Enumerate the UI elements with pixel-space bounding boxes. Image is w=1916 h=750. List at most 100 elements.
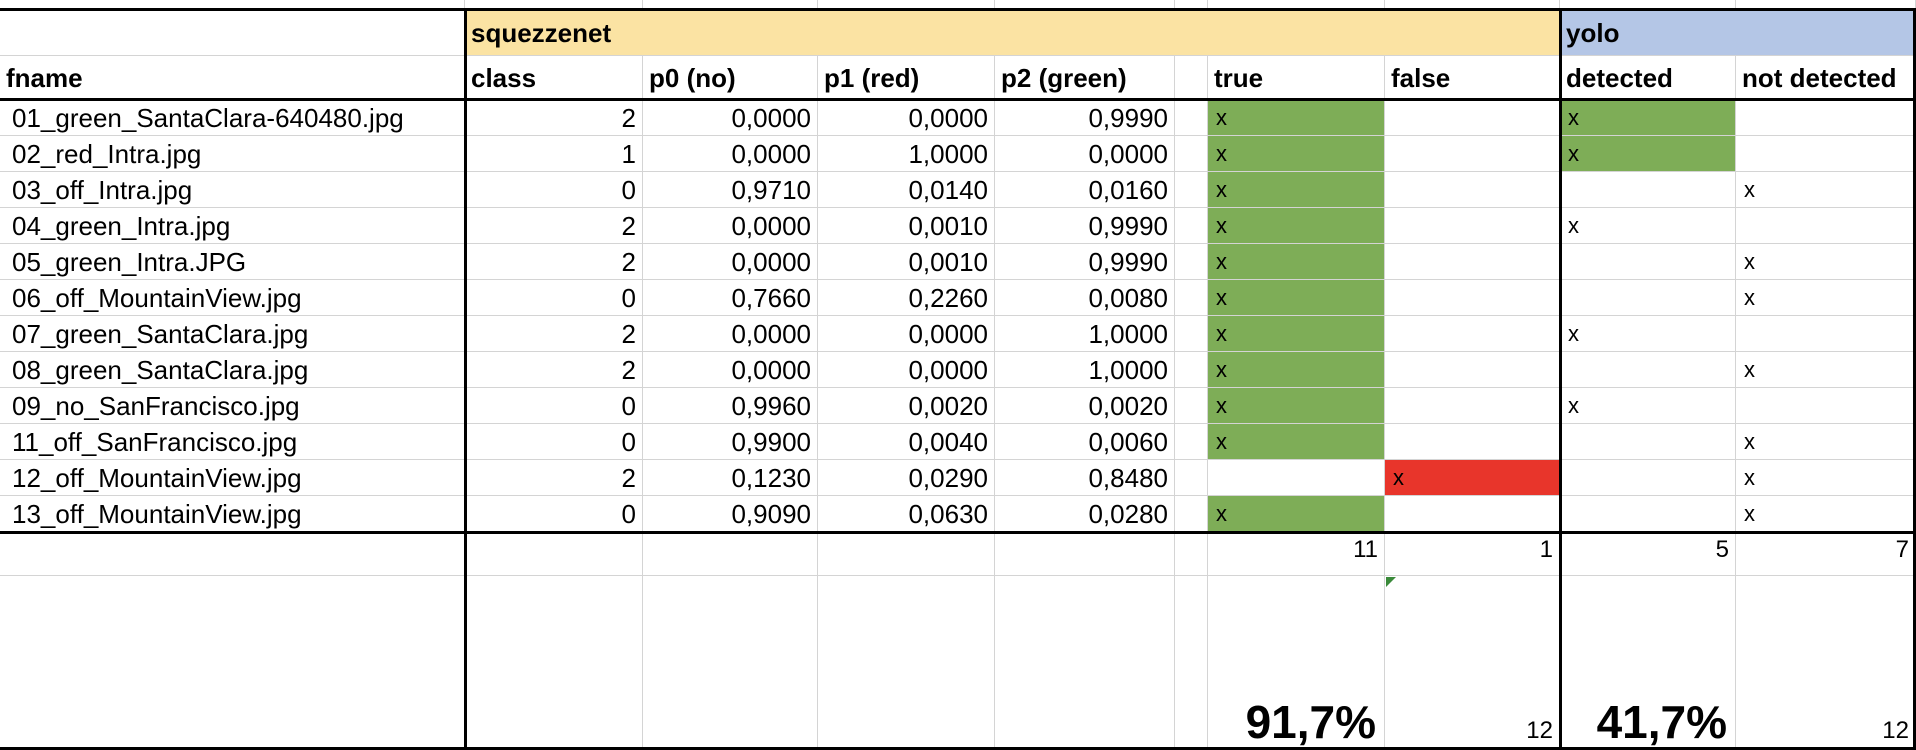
cell-detected[interactable]: [1560, 496, 1736, 532]
cell-p0[interactable]: 0,0000: [643, 136, 818, 172]
cell-p2[interactable]: 0,0060: [995, 424, 1175, 460]
cell-not-detected[interactable]: x: [1736, 280, 1916, 316]
cell-p1[interactable]: 0,0000: [818, 316, 995, 352]
cell-p0[interactable]: 0,7660: [643, 280, 818, 316]
cell-class[interactable]: 0: [465, 172, 643, 208]
cell-detected[interactable]: x: [1560, 100, 1736, 136]
cell-detected[interactable]: [1560, 280, 1736, 316]
cell-class[interactable]: 0: [465, 388, 643, 424]
cell-true[interactable]: x: [1208, 136, 1385, 172]
cell-fname[interactable]: 06_off_MountainView.jpg: [0, 280, 465, 316]
cell-class[interactable]: 0: [465, 280, 643, 316]
total-not-detected[interactable]: 7: [1736, 532, 1916, 576]
blank-cell[interactable]: [1175, 424, 1208, 460]
cell-false[interactable]: [1385, 424, 1560, 460]
cell-class[interactable]: 2: [465, 208, 643, 244]
cell-not-detected[interactable]: x: [1736, 172, 1916, 208]
squeezenet-total[interactable]: 12: [1385, 576, 1560, 750]
cell-true[interactable]: x: [1208, 100, 1385, 136]
total-detected[interactable]: 5: [1560, 532, 1736, 576]
cell-class[interactable]: 2: [465, 352, 643, 388]
blank-cell[interactable]: [1175, 532, 1208, 576]
cell-p2[interactable]: 0,0160: [995, 172, 1175, 208]
cell-fname[interactable]: 04_green_Intra.jpg: [0, 208, 465, 244]
blank-cell[interactable]: [995, 532, 1175, 576]
cell-false[interactable]: [1385, 280, 1560, 316]
header-p2[interactable]: p2 (green): [995, 56, 1175, 100]
blank-cell[interactable]: [1175, 352, 1208, 388]
cell-p2[interactable]: 0,9990: [995, 244, 1175, 280]
blank-cell[interactable]: [0, 532, 465, 576]
cell-class[interactable]: 0: [465, 496, 643, 532]
cell-fname[interactable]: 07_green_SantaClara.jpg: [0, 316, 465, 352]
blank-cell[interactable]: [643, 532, 818, 576]
cell-not-detected[interactable]: [1736, 208, 1916, 244]
cell-fname[interactable]: 05_green_Intra.JPG: [0, 244, 465, 280]
blank-cell[interactable]: [1175, 100, 1208, 136]
cell-detected[interactable]: x: [1560, 316, 1736, 352]
header-fname[interactable]: fname: [0, 56, 465, 100]
blank-cell[interactable]: [1175, 496, 1208, 532]
cell-p2[interactable]: 0,0020: [995, 388, 1175, 424]
cell-false[interactable]: [1385, 100, 1560, 136]
cell-true[interactable]: x: [1208, 496, 1385, 532]
cell-p2[interactable]: 1,0000: [995, 352, 1175, 388]
cell-not-detected[interactable]: x: [1736, 352, 1916, 388]
cell-not-detected[interactable]: [1736, 388, 1916, 424]
cell-not-detected[interactable]: [1736, 136, 1916, 172]
blank-cell[interactable]: [1175, 136, 1208, 172]
blank-cell[interactable]: [1175, 316, 1208, 352]
cell-p1[interactable]: 0,0000: [818, 100, 995, 136]
cell-detected[interactable]: [1560, 244, 1736, 280]
cell-false[interactable]: [1385, 352, 1560, 388]
cell-not-detected[interactable]: [1736, 316, 1916, 352]
total-true[interactable]: 11: [1208, 532, 1385, 576]
cell-not-detected[interactable]: x: [1736, 244, 1916, 280]
cell-detected[interactable]: x: [1560, 136, 1736, 172]
cell-p1[interactable]: 0,0010: [818, 208, 995, 244]
cell-false[interactable]: [1385, 316, 1560, 352]
header-p1[interactable]: p1 (red): [818, 56, 995, 100]
header-p0[interactable]: p0 (no): [643, 56, 818, 100]
blank-cell[interactable]: [1175, 388, 1208, 424]
header-not-detected[interactable]: not detected: [1736, 56, 1916, 100]
cell-p2[interactable]: 0,0080: [995, 280, 1175, 316]
cell-not-detected[interactable]: x: [1736, 460, 1916, 496]
comment-indicator-icon[interactable]: [1386, 577, 1396, 587]
cell-not-detected[interactable]: x: [1736, 424, 1916, 460]
cell-true[interactable]: x: [1208, 316, 1385, 352]
cell-true[interactable]: x: [1208, 280, 1385, 316]
cell-detected[interactable]: [1560, 172, 1736, 208]
cell-fname[interactable]: 02_red_Intra.jpg: [0, 136, 465, 172]
blank-cell[interactable]: [465, 576, 643, 750]
cell-false[interactable]: x: [1385, 460, 1560, 496]
blank-cell[interactable]: [1175, 244, 1208, 280]
blank-cell[interactable]: [0, 10, 465, 56]
cell-p0[interactable]: 0,9900: [643, 424, 818, 460]
cell-p1[interactable]: 0,0290: [818, 460, 995, 496]
header-class[interactable]: class: [465, 56, 643, 100]
blank-cell[interactable]: [1175, 172, 1208, 208]
cell-detected[interactable]: [1560, 424, 1736, 460]
cell-true[interactable]: x: [1208, 388, 1385, 424]
cell-false[interactable]: [1385, 496, 1560, 532]
blank-cell[interactable]: [1175, 576, 1208, 750]
cell-p0[interactable]: 0,0000: [643, 244, 818, 280]
cell-p0[interactable]: 0,9710: [643, 172, 818, 208]
squeezenet-group-header[interactable]: squezzenet: [465, 10, 1560, 56]
yolo-group-header[interactable]: yolo: [1560, 10, 1916, 56]
cell-p2[interactable]: 0,9990: [995, 208, 1175, 244]
cell-fname[interactable]: 01_green_SantaClara-640480.jpg: [0, 100, 465, 136]
blank-cell[interactable]: [1175, 280, 1208, 316]
cell-p2[interactable]: 0,8480: [995, 460, 1175, 496]
yolo-total[interactable]: 12: [1736, 576, 1916, 750]
cell-false[interactable]: [1385, 244, 1560, 280]
cell-p0[interactable]: 0,9960: [643, 388, 818, 424]
cell-detected[interactable]: [1560, 352, 1736, 388]
cell-false[interactable]: [1385, 136, 1560, 172]
cell-true[interactable]: x: [1208, 172, 1385, 208]
cell-p1[interactable]: 0,0000: [818, 352, 995, 388]
cell-false[interactable]: [1385, 208, 1560, 244]
cell-p0[interactable]: 0,9090: [643, 496, 818, 532]
